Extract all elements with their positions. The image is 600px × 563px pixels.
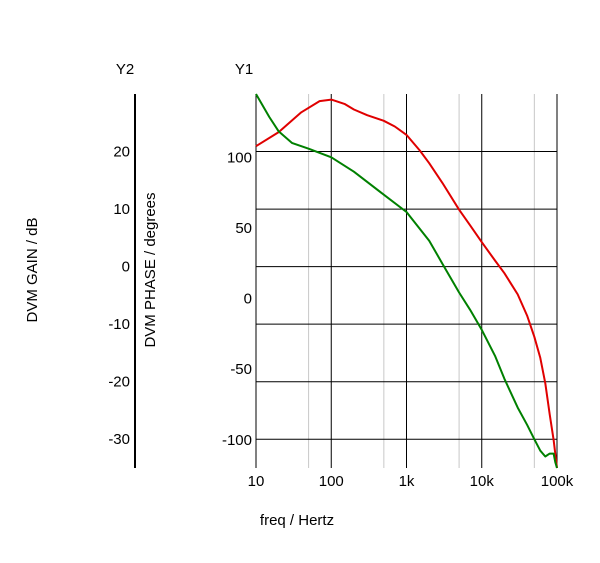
gain-curve [255,93,558,469]
x-axis-label: freq / Hertz [260,512,334,529]
y1-axis-title: Y1 [235,61,253,78]
x-tick-label: 10k [470,473,495,490]
y2-tick-label: 20 [113,144,130,161]
minor-gridlines [308,94,535,468]
x-tick-label: 100k [541,473,574,490]
phase-curve [255,98,558,469]
y2-tick-label: -10 [108,316,130,333]
y2-tick-label: 10 [113,201,130,218]
y2-tick-label: -30 [108,431,130,448]
y2-tick-label: -20 [108,374,130,391]
y1-tick-label: 50 [235,220,252,237]
y2-tick-label: 0 [122,259,130,276]
y1-tick-label: 100 [227,150,252,167]
x-tick-label: 100 [319,473,344,490]
x-tick-label: 10 [248,473,265,490]
y1-tick-label: -100 [222,432,252,449]
major-gridlines [255,94,558,468]
y1-axis-label: DVM PHASE / degrees [142,192,159,347]
y1-tick-label: -50 [230,361,252,378]
y2-axis-title: Y2 [116,61,134,78]
y2-axis-label: DVM GAIN / dB [24,217,41,322]
x-tick-label: 1k [399,473,415,490]
data-series [255,93,558,469]
y1-tick-label: 0 [244,291,252,308]
tick-labels: 10 100 1k 10k 100k20100-10-20-30100500-50-10… [108,144,573,490]
